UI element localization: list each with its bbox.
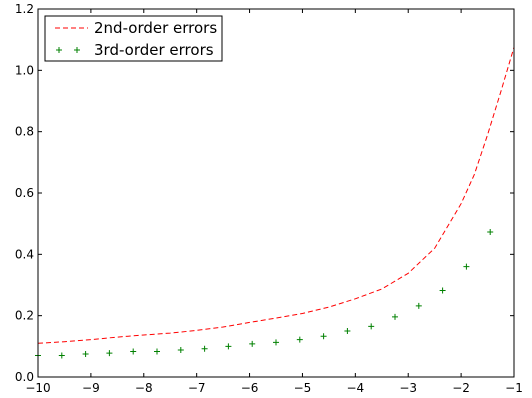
series-point-3rd-order — [487, 228, 494, 235]
series-point-3rd-order — [82, 351, 89, 357]
series-point-3rd-order — [344, 328, 351, 334]
x-tick-label: −6 — [241, 381, 259, 395]
x-tick-label: −8 — [135, 381, 153, 395]
x-tick-label: −9 — [82, 381, 100, 395]
x-tick-label: −1 — [505, 381, 523, 395]
series-point-3rd-order — [130, 348, 137, 355]
y-tick-label: 1.2 — [15, 2, 34, 16]
x-tick-label: −10 — [25, 381, 50, 395]
series-point-3rd-order — [249, 340, 256, 347]
y-tick-label: 0.4 — [15, 247, 34, 261]
series-line-2nd-order — [37, 47, 515, 344]
series-point-3rd-order — [106, 350, 113, 357]
y-tick-label: 0.2 — [15, 309, 34, 323]
series-point-3rd-order — [225, 343, 232, 350]
x-tick-label: −5 — [294, 381, 312, 395]
series-point-3rd-order — [320, 333, 327, 340]
series-point-3rd-order — [58, 352, 65, 359]
series-point-3rd-order — [273, 339, 279, 346]
legend-label: 3rd-order errors — [94, 41, 214, 59]
series-point-3rd-order — [201, 345, 208, 352]
legend-label: 2nd-order errors — [94, 19, 217, 37]
series-point-3rd-order — [177, 347, 184, 354]
y-tick-label: 0.0 — [15, 370, 34, 384]
legend-swatch-3rd-order — [74, 47, 80, 53]
series-point-3rd-order — [368, 323, 375, 330]
series-point-3rd-order — [463, 263, 470, 270]
x-tick-label: −3 — [399, 381, 417, 395]
series-point-3rd-order — [392, 313, 398, 320]
series-point-3rd-order — [296, 336, 303, 343]
series-point-3rd-order — [439, 287, 446, 294]
x-tick-label: −7 — [188, 381, 206, 395]
x-tick-label: −2 — [452, 381, 470, 395]
x-tick-label: −4 — [346, 381, 364, 395]
y-tick-label: 0.6 — [15, 186, 34, 200]
legend-box — [44, 15, 223, 62]
legend-swatch-3rd-order — [56, 47, 62, 53]
axes-frame — [37, 8, 515, 378]
y-tick-label: 0.8 — [15, 125, 34, 139]
series-point-3rd-order — [415, 302, 422, 309]
legend: 2nd-order errors 3rd-order errors — [44, 15, 223, 62]
series-point-3rd-order — [154, 348, 160, 355]
plot-area — [35, 47, 515, 359]
axes: −10 −9 −8 −7 −6 −5 −4 −3 −2 −1 0.0 0.2 0.4 0.6 0.8 1.0 1… — [15, 2, 523, 395]
y-tick-label: 1.0 — [15, 63, 34, 77]
